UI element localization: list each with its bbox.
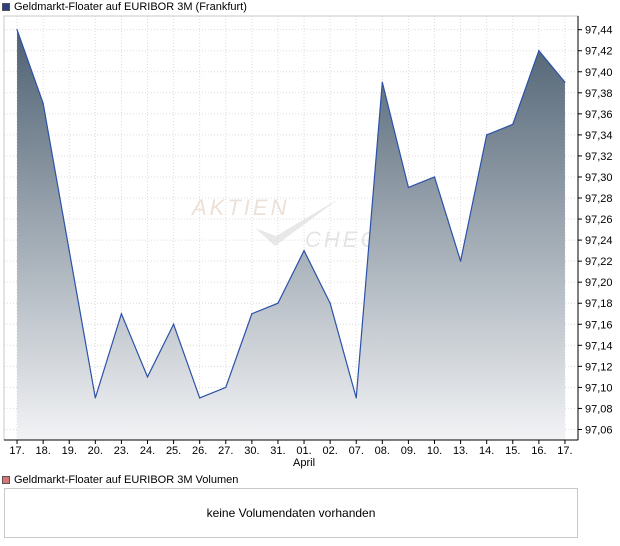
price-legend-label: Geldmarkt-Floater auf EURIBOR 3M (Frankf… xyxy=(14,1,247,13)
y-tick-label: 97,18 xyxy=(585,298,613,310)
price-point xyxy=(172,323,175,325)
y-tick-label: 97,20 xyxy=(585,277,613,289)
watermark-text-top: AKTIEN xyxy=(190,195,289,220)
x-tick-label: 09. xyxy=(401,445,416,457)
x-month-label: April xyxy=(293,457,315,469)
x-tick-label: 30. xyxy=(244,445,259,457)
x-tick-label: 17. xyxy=(9,445,24,457)
x-tick-label: 18. xyxy=(35,445,50,457)
x-tick-label: 20. xyxy=(88,445,103,457)
y-tick-label: 97,44 xyxy=(585,25,613,37)
price-point xyxy=(68,250,70,252)
y-tick-label: 97,36 xyxy=(585,109,613,121)
volume-empty-message: keine Volumendaten vorhanden xyxy=(206,506,376,520)
volume-legend-label: Geldmarkt-Floater auf EURIBOR 3M Volumen xyxy=(14,474,239,486)
price-point xyxy=(42,102,44,104)
volume-legend: Geldmarkt-Floater auf EURIBOR 3M Volumen xyxy=(2,473,238,487)
price-point xyxy=(459,260,462,262)
price-point xyxy=(564,81,566,83)
y-tick-label: 97,08 xyxy=(585,403,613,415)
y-tick-label: 97,34 xyxy=(585,130,613,142)
y-tick-label: 97,06 xyxy=(585,424,613,436)
x-tick-label: 01. xyxy=(296,445,311,457)
price-point xyxy=(381,81,383,83)
x-tick-label: 24. xyxy=(140,445,155,457)
price-point xyxy=(329,302,331,304)
price-point xyxy=(16,29,18,31)
x-tick-label: 31. xyxy=(270,445,285,457)
y-tick-label: 97,24 xyxy=(585,235,613,247)
x-tick-label: 15. xyxy=(505,445,520,457)
price-series-line xyxy=(16,29,566,399)
y-tick-label: 97,14 xyxy=(585,340,613,352)
y-tick-label: 97,28 xyxy=(585,193,613,205)
price-point xyxy=(303,250,305,252)
y-tick-label: 97,26 xyxy=(585,214,613,226)
price-point xyxy=(407,186,410,189)
price-area-fill xyxy=(17,29,565,440)
price-point xyxy=(146,376,149,378)
price-point xyxy=(94,397,96,399)
price-point xyxy=(355,397,357,399)
y-tick-label: 97,32 xyxy=(585,151,613,163)
x-tick-label: 19. xyxy=(62,445,77,457)
price-point xyxy=(251,313,253,315)
price-point xyxy=(433,176,436,178)
price-point xyxy=(199,397,201,399)
volume-legend-swatch xyxy=(2,476,10,484)
x-tick-label: 10. xyxy=(427,445,442,457)
x-tick-label: 16. xyxy=(531,445,546,457)
x-tick-label: 26. xyxy=(192,445,207,457)
price-point xyxy=(538,50,540,52)
y-tick-label: 97,42 xyxy=(585,46,613,58)
x-tick-label: 17. xyxy=(557,445,572,457)
x-tick-label: 23. xyxy=(114,445,129,457)
price-point xyxy=(120,313,123,315)
x-tick-label: 07. xyxy=(349,445,364,457)
price-point xyxy=(277,302,279,304)
volume-panel: keine Volumendaten vorhanden xyxy=(4,488,578,538)
y-tick-label: 97,38 xyxy=(585,88,613,100)
x-tick-label: 25. xyxy=(166,445,181,457)
x-tick-label: 02. xyxy=(322,445,337,457)
y-tick-label: 97,30 xyxy=(585,172,613,184)
y-tick-label: 97,16 xyxy=(585,319,613,331)
price-legend-swatch xyxy=(2,3,10,11)
price-point xyxy=(225,386,227,388)
x-tick-label: 13. xyxy=(453,445,468,457)
price-point xyxy=(512,123,514,125)
y-tick-label: 97,10 xyxy=(585,382,613,394)
x-tick-label: 14. xyxy=(479,445,494,457)
price-legend: Geldmarkt-Floater auf EURIBOR 3M (Frankf… xyxy=(2,0,247,14)
price-point xyxy=(486,134,488,136)
y-tick-label: 97,22 xyxy=(585,256,613,268)
y-tick-label: 97,12 xyxy=(585,361,613,373)
x-tick-label: 27. xyxy=(218,445,233,457)
x-tick-label: 08. xyxy=(375,445,390,457)
y-tick-label: 97,40 xyxy=(585,67,613,79)
